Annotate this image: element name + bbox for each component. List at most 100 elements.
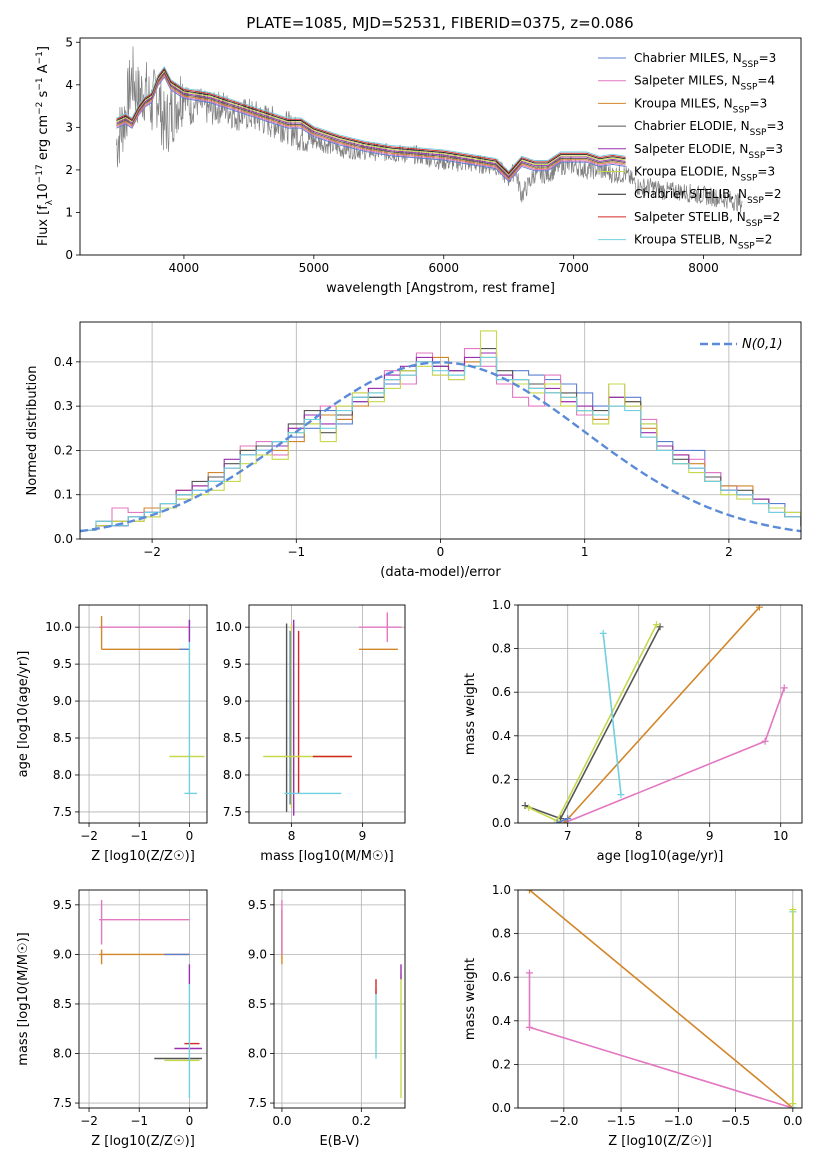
x-tick-label: 8	[635, 829, 643, 843]
axes-frame	[517, 604, 803, 824]
legend-suffix: =3	[765, 142, 783, 156]
axes-frame	[79, 37, 802, 256]
mass_vs_Z-plot-area	[99, 899, 202, 1099]
x-tick-label: −2	[80, 1114, 98, 1128]
legend-subscript: SSP	[748, 151, 765, 161]
spectrum-axes: 4000 5000 6000 7000 8000 0 1 2 3 4 5 wavelength [An…	[35, 35, 802, 296]
y-tick-label: 0.4	[492, 1014, 511, 1028]
y-tick-label: 0.6	[492, 685, 511, 699]
axes-frame	[78, 889, 208, 1109]
y-tick-label: 8.0	[53, 768, 72, 782]
data-marker	[656, 623, 664, 631]
y-label-part: −17	[35, 164, 45, 183]
x-tick-label: 7000	[558, 261, 589, 275]
y-tick-label: 0.0	[492, 816, 511, 830]
figure-title: PLATE=1085, MJD=52531, FIBERID=0375, z=0…	[246, 14, 633, 32]
x-tick-label: 2	[725, 545, 733, 559]
x-tick-label: −1	[130, 829, 148, 843]
x-tick-label: 0	[186, 1114, 194, 1128]
data-marker	[525, 804, 533, 812]
y-tick-label: 9.0	[248, 947, 267, 961]
legend-label: Salpeter MILES, NSSP=4	[634, 74, 775, 93]
legend-suffix: =2	[764, 187, 782, 201]
age_vs_mass-plot-area	[263, 612, 402, 816]
x-tick-label: −1.0	[664, 1114, 693, 1128]
legend-suffix: =4	[757, 74, 775, 88]
model-spectrum-line	[116, 69, 626, 176]
y-label-part: −1	[35, 51, 45, 64]
y-tick-label: 9.0	[223, 694, 242, 708]
mass_vs_Z-axes: −2 −1 0 7.5 8.0 8.5 9.0 9.5 Z [log10(Z/Z☉)] mass …	[16, 889, 208, 1149]
x-axis-label: mass [log10(M/M☉)]	[260, 849, 393, 864]
model-spectrum-line	[116, 71, 626, 177]
data-marker	[525, 969, 533, 977]
y-label-part: Flux [f	[36, 205, 51, 246]
y-tick-label: 9.0	[53, 947, 72, 961]
y-tick-label: 0.8	[492, 642, 511, 656]
x-axis-label: Z [log10(Z/Z☉)]	[91, 849, 195, 864]
y-tick-label: 0.6	[492, 970, 511, 984]
y-tick-label: 5	[65, 35, 73, 49]
y-tick-label: 0.1	[54, 488, 73, 502]
data-marker	[564, 815, 572, 823]
legend-label: Kroupa MILES, NSSP=3	[634, 96, 767, 115]
legend-suffix: =3	[750, 96, 768, 110]
weight-line	[563, 687, 786, 823]
y-tick-label: 0.2	[492, 772, 511, 786]
x-tick-label: 1	[581, 545, 589, 559]
data-marker	[599, 629, 607, 637]
y-tick-label: 8.5	[223, 731, 242, 745]
y-tick-label: 1	[65, 205, 73, 219]
histogram-step	[80, 356, 801, 531]
x-tick-label: 9	[359, 829, 367, 843]
y-tick-label: 2	[65, 163, 73, 177]
x-axis-label: Z [log10(Z/Z☉)]	[91, 1134, 195, 1149]
y-tick-label: 8.0	[53, 1047, 72, 1061]
weight-line	[602, 633, 622, 795]
y-tick-label: 0.0	[54, 532, 73, 546]
y-tick-label: 10.0	[215, 620, 242, 634]
legend-label: Salpeter ELODIE, NSSP=3	[634, 142, 783, 161]
axes-frame	[517, 889, 803, 1109]
x-tick-label: −2	[80, 829, 98, 843]
x-tick-label: −0.5	[721, 1114, 750, 1128]
y-label-part: s	[36, 90, 51, 101]
x-tick-label: 8000	[688, 261, 719, 275]
y-tick-label: 8.0	[223, 768, 242, 782]
weight-line	[528, 972, 794, 1108]
model-spectrum-line	[116, 72, 626, 179]
y-tick-label: 9.0	[53, 694, 72, 708]
y-tick-label: 9.5	[53, 657, 72, 671]
residuals-plot-area	[80, 330, 801, 533]
x-tick-label: −2	[143, 545, 161, 559]
y-axis-label: mass weight	[463, 673, 478, 755]
x-tick-label: 7	[564, 829, 572, 843]
x-tick-label: −1.5	[606, 1114, 635, 1128]
x-axis-label: wavelength [Angstrom, rest frame]	[326, 281, 555, 296]
x-tick-label: −2.0	[549, 1114, 578, 1128]
legend-subscript: SSP	[750, 128, 767, 138]
y-axis-label: mass [log10(M/M☉)]	[16, 932, 31, 1065]
weight-line	[528, 890, 794, 1108]
data-marker	[789, 906, 797, 914]
data-marker	[755, 605, 763, 611]
mass_weight_vs_Z-plot-area	[525, 890, 797, 1108]
legend-suffix: =3	[759, 51, 777, 65]
x-tick-label: −1	[287, 545, 305, 559]
weight-line	[524, 626, 661, 820]
legend-label: Kroupa ELODIE, NSSP=3	[634, 165, 775, 184]
y-tick-label: 7.5	[53, 805, 72, 819]
y-tick-label: 8.5	[53, 997, 72, 1011]
weight-line	[556, 817, 569, 823]
y-label-part: 10	[36, 183, 51, 200]
y-axis-label: mass weight	[463, 958, 478, 1040]
y-label-part: erg cm	[36, 115, 51, 164]
spectrum-legend: Chabrier MILES, NSSP=3 Salpeter MILES, NS…	[598, 51, 784, 252]
y-tick-label: 8.5	[248, 997, 267, 1011]
legend-suffix: =2	[755, 233, 773, 247]
model-spectrum-line	[116, 75, 626, 181]
x-axis-label: (data-model)/error	[380, 565, 501, 580]
legend-suffix: =3	[757, 165, 775, 179]
